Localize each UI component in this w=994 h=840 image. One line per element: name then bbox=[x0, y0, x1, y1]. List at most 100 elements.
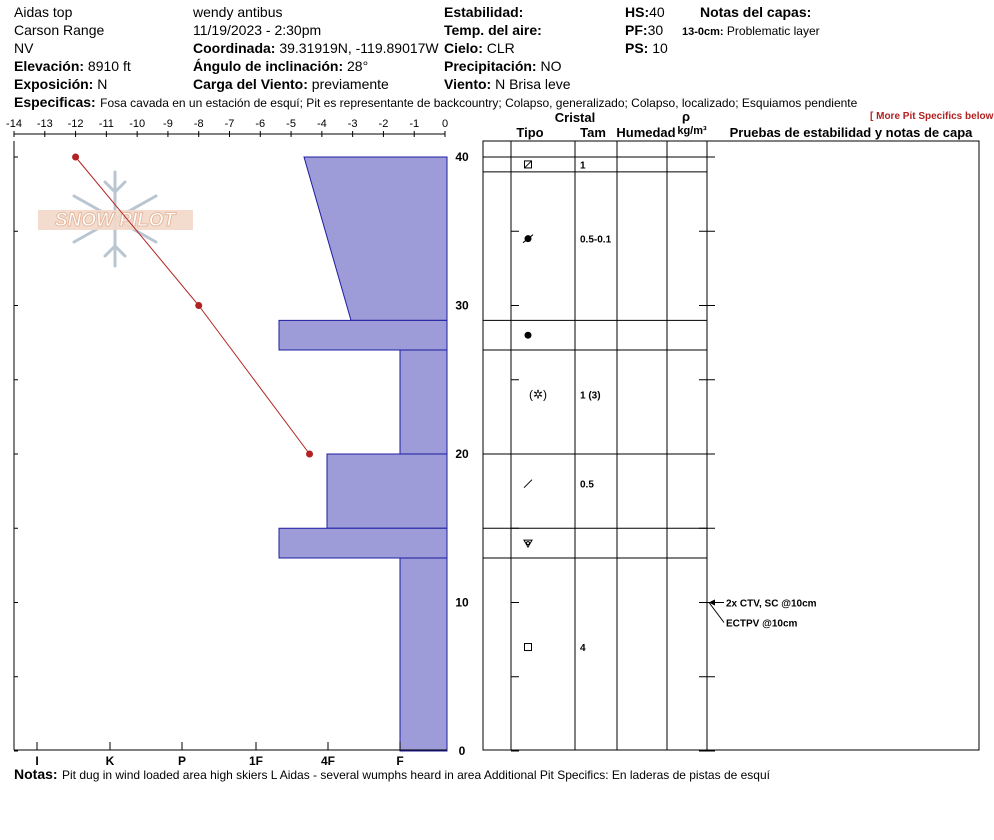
hardness-bar bbox=[278, 319, 448, 351]
slope-angle: Ángulo de inclinación: 28° bbox=[193, 58, 368, 74]
height-tick-label: 20 bbox=[455, 447, 469, 461]
temp-tick-label: -3 bbox=[348, 118, 358, 130]
hardness-bar bbox=[278, 527, 448, 559]
test-arrow bbox=[709, 599, 715, 606]
crystal-header: Cristal bbox=[555, 110, 595, 125]
hardness-tick-label: 1F bbox=[249, 754, 263, 768]
specifics-text: Fosa cavada en un estación de esquí; Pit… bbox=[100, 96, 858, 110]
slope-value: 28° bbox=[347, 58, 369, 74]
temp-tick-label: -12 bbox=[68, 118, 84, 130]
precipitation: Precipitación: NO bbox=[444, 58, 561, 74]
decomposed-icon bbox=[524, 160, 532, 169]
aspect-value: N bbox=[97, 76, 108, 92]
rounding-faceted-icon bbox=[523, 539, 533, 549]
logo-text: SNOW PILOT bbox=[55, 210, 177, 231]
precip-particle-icon: (✲) bbox=[529, 388, 547, 402]
precip-label: Precipitación: bbox=[444, 58, 537, 74]
notes-text: Pit dug in wind loaded area high skiers … bbox=[62, 768, 770, 782]
wind-value: N Brisa leve bbox=[495, 76, 571, 92]
ps-label: PS: bbox=[625, 40, 649, 56]
hardness-tick-label: P bbox=[178, 754, 186, 768]
aspect-label: Exposición: bbox=[14, 76, 94, 92]
snowpilot-logo: SNOW PILOT bbox=[38, 170, 193, 268]
temp-tick-label: -6 bbox=[255, 118, 265, 130]
temperature-line bbox=[75, 156, 310, 455]
hs-label: HS: bbox=[625, 4, 650, 20]
sky-value: CLR bbox=[486, 40, 515, 56]
decomposed-icon bbox=[524, 160, 532, 169]
hs-value: 40 bbox=[649, 4, 665, 20]
test-leader bbox=[708, 602, 725, 623]
hardness-bar bbox=[303, 156, 448, 321]
coord-label: Coordinada: bbox=[193, 40, 276, 56]
temperature-point bbox=[195, 302, 203, 309]
air-temp-label: Temp. del aire: bbox=[444, 22, 542, 38]
observer: wendy antibus bbox=[193, 4, 283, 20]
density-symbol: ρ bbox=[682, 109, 690, 124]
layer-grid-frame bbox=[482, 140, 980, 751]
range: Carson Range bbox=[14, 22, 105, 38]
type-header: Tipo bbox=[516, 125, 543, 140]
pf-value: 30 bbox=[647, 22, 664, 38]
pf: PF:30 bbox=[625, 22, 663, 38]
temp-tick-label: -5 bbox=[286, 118, 296, 130]
hardness-bar bbox=[399, 349, 448, 455]
elevation: Elevación: 8910 ft bbox=[14, 58, 131, 74]
temperature-point bbox=[72, 153, 80, 161]
temp-tick-label: -2 bbox=[379, 118, 389, 130]
temp-tick-label: -11 bbox=[99, 118, 114, 130]
temp-tick-label: -1 bbox=[409, 118, 419, 130]
sky: Cielo: CLR bbox=[444, 40, 517, 56]
temp-tick-label: -10 bbox=[129, 118, 145, 130]
ps: PS: 10 bbox=[625, 40, 668, 56]
aspect: Exposición: N bbox=[14, 76, 107, 92]
specifics-label: Especificas: bbox=[14, 94, 96, 110]
elevation-label: Elevación: bbox=[14, 58, 85, 74]
location: Aidas top bbox=[14, 4, 73, 20]
elevation-value: 8910 ft bbox=[87, 58, 131, 74]
crystal-size: 1 (3) bbox=[580, 391, 601, 402]
layer-note-range: 13-0cm: bbox=[682, 26, 724, 38]
state: NV bbox=[14, 40, 34, 56]
rounding-faceted-icon bbox=[526, 541, 530, 546]
temp-tick-label: -4 bbox=[317, 118, 327, 130]
hardness-bar bbox=[326, 453, 448, 529]
stability-test-label: ECTPV @10cm bbox=[726, 619, 798, 630]
graupel-icon bbox=[522, 234, 534, 244]
crystal-size: 0.5-0.1 bbox=[580, 235, 612, 246]
more-specifics-link[interactable]: [ More Pit Specifics below ] bbox=[870, 111, 994, 122]
crystal-size: 0.5 bbox=[580, 480, 594, 491]
hardness-tick-label: F bbox=[396, 754, 403, 768]
air-temp: Temp. del aire: bbox=[444, 22, 542, 38]
density-unit: kg/m³ bbox=[677, 125, 707, 137]
temp-tick-label: -13 bbox=[37, 118, 53, 130]
temp-tick-label: -7 bbox=[225, 118, 235, 130]
stability-label: Estabilidad: bbox=[444, 4, 524, 20]
wind: Viento: N Brisa leve bbox=[444, 76, 571, 92]
humidity-header: Humedad bbox=[616, 125, 675, 140]
wind-label: Viento: bbox=[444, 76, 492, 92]
coordinates: Coordinada: 39.31919N, -119.89017W bbox=[193, 40, 439, 56]
height-tick-label: 10 bbox=[455, 596, 469, 610]
stability-test-label: 2x CTV, SC @10cm bbox=[726, 599, 817, 610]
hardness-bar bbox=[399, 557, 448, 752]
wind-loading: Carga del Viento: previamente bbox=[193, 76, 389, 92]
notes-label: Notas: bbox=[14, 766, 58, 782]
temp-tick-label: 0 bbox=[442, 118, 448, 130]
rounded-icon bbox=[524, 331, 532, 339]
faceted-icon bbox=[524, 643, 532, 652]
hardness-tick-label: K bbox=[106, 754, 115, 768]
coord-value: 39.31919N, -119.89017W bbox=[279, 40, 439, 56]
layer-notes-title: Notas del capas: bbox=[700, 4, 812, 20]
size-header: Tam bbox=[580, 125, 606, 140]
height-tick-label: 30 bbox=[455, 299, 469, 313]
hardness-tick-label: 4F bbox=[321, 754, 335, 768]
sky-label: Cielo: bbox=[444, 40, 483, 56]
hardness-tick-label: I bbox=[35, 754, 38, 768]
pit-specifics: Especificas: Fosa cavada en un estación … bbox=[14, 94, 857, 112]
wind-load-label: Carga del Viento: bbox=[193, 76, 308, 92]
temp-tick-label: -8 bbox=[194, 118, 204, 130]
datetime: 11/19/2023 - 2:30pm bbox=[193, 22, 322, 38]
height-tick-label: 0 bbox=[459, 744, 466, 758]
